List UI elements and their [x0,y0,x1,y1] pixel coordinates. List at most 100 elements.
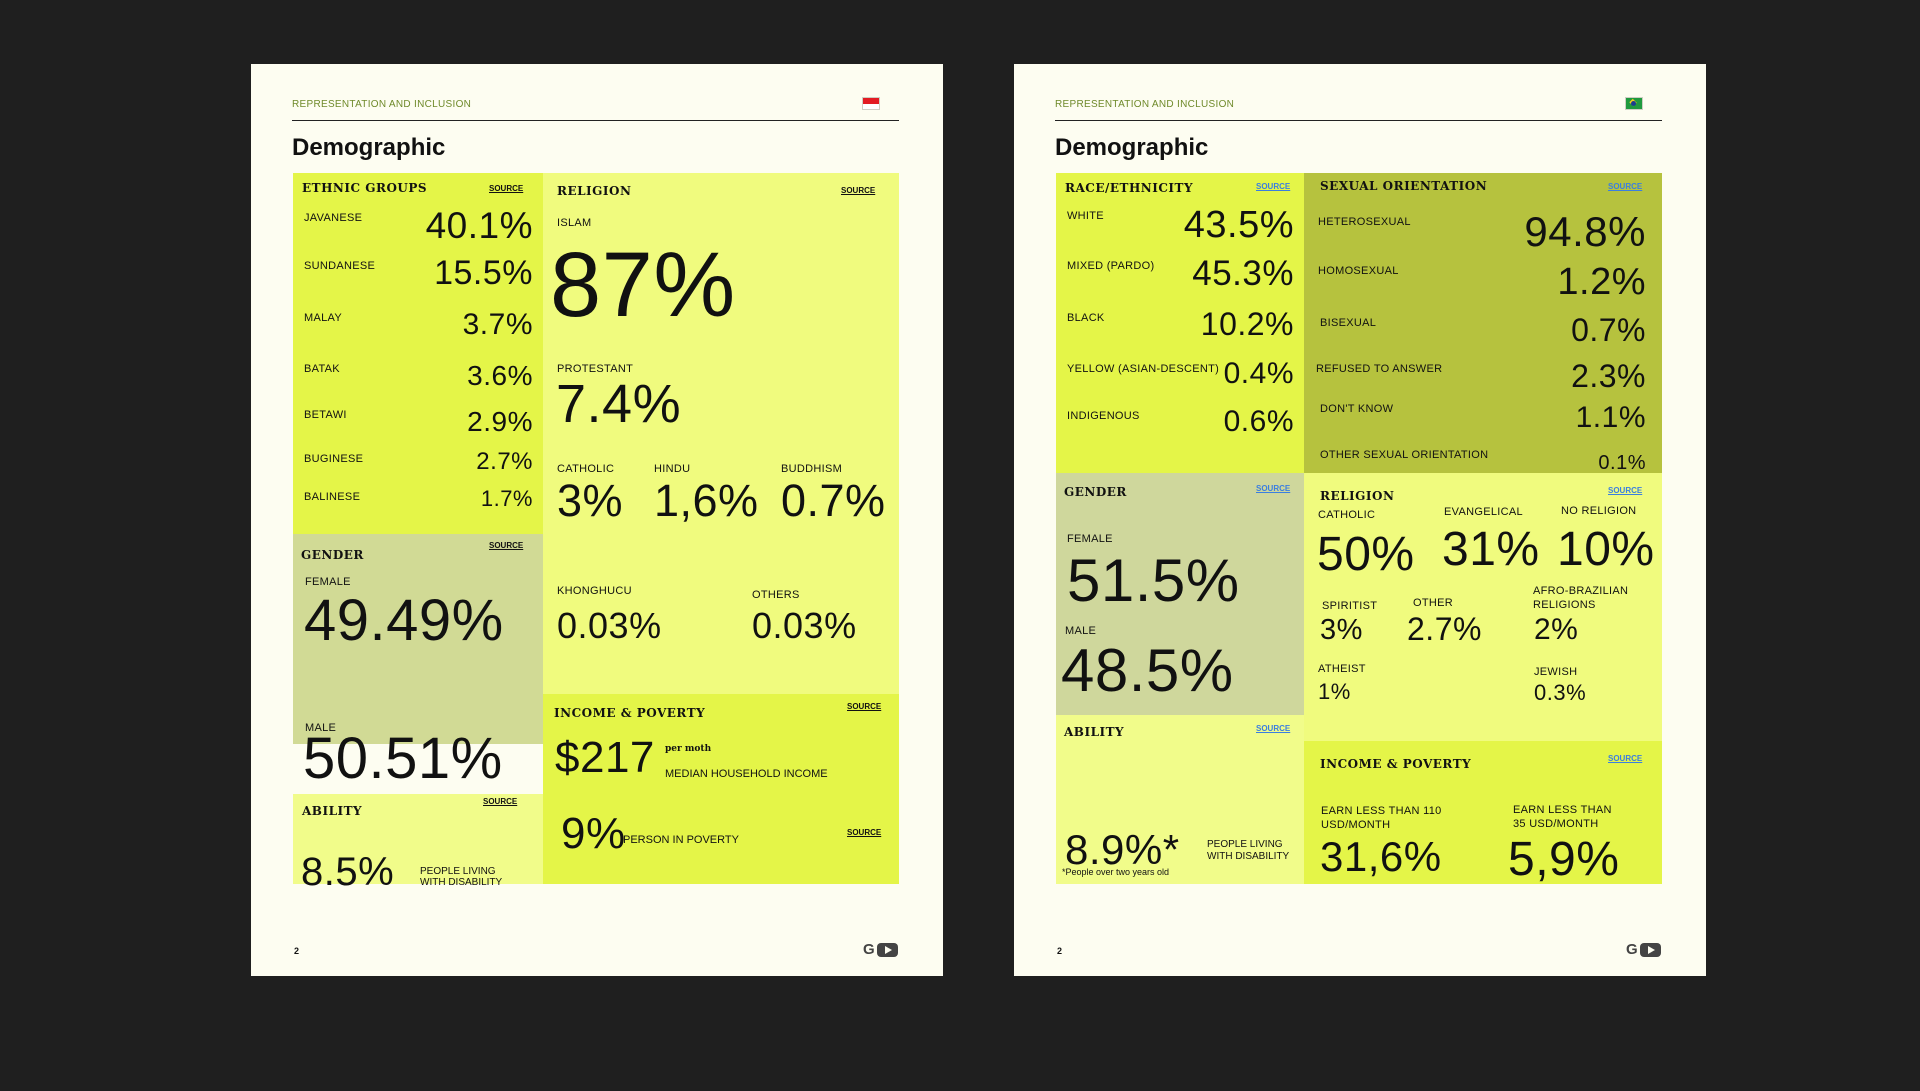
ethnic-label-malay: MALAY [304,312,342,324]
poverty-desc: PERSON IN POVERTY [623,834,739,846]
ability-footnote: *People over two years old [1062,867,1170,877]
race-value-indigenous: 0.6% [1223,405,1294,438]
religion-panel: RELIGION SOURCE CATHOLIC 50% EVANGELICAL… [1304,473,1662,741]
ethnic-value-betawi: 2.9% [467,406,533,437]
panel-title: ABILITY [1064,725,1125,739]
section-header: REPRESENTATION AND INCLUSION [292,99,472,110]
sexual-orientation-panel: SEXUAL ORIENTATION SOURCE HETEROSEXUAL 9… [1304,173,1662,473]
source-link[interactable]: SOURCE [1608,182,1643,191]
source-link[interactable]: SOURCE [1256,484,1291,493]
google-g-icon: G [863,941,875,958]
religion-label-jewish: JEWISH [1534,666,1578,678]
panel-title: SEXUAL ORIENTATION [1320,179,1488,193]
panel-title: GENDER [1064,485,1127,499]
google-g-icon: G [1626,941,1638,958]
source-link[interactable]: SOURCE [1608,754,1643,763]
brazil-flag-icon [1625,97,1643,110]
income-value-110: 31,6% [1320,833,1442,880]
youtube-icon [876,942,898,957]
ability-panel: ABILITY SOURCE 8.9%* PEOPLE LIVING WITH … [1056,715,1304,884]
poverty-value: 9% [561,809,626,858]
religion-value-khonghucu: 0.03% [557,605,662,646]
religion-value-other: 2.7% [1407,611,1482,647]
ethnic-value-batak: 3.6% [467,360,533,391]
ethnic-label-balinese: BALINESE [304,491,361,503]
ethnic-value-balinese: 1.7% [480,486,533,511]
page-indonesia: REPRESENTATION AND INCLUSION Demographic… [251,64,943,976]
source-link[interactable]: SOURCE [841,186,876,195]
gender-label-male: MALE [1065,625,1097,637]
sexual-value-heterosexual: 94.8% [1524,208,1646,255]
ability-desc-line1: PEOPLE LIVING [420,866,496,877]
source-link[interactable]: SOURCE [1256,182,1291,191]
religion-value-atheist: 1% [1318,679,1351,704]
sexual-label-refused: REFUSED TO ANSWER [1316,363,1443,375]
religion-value-hindu: 1,6% [654,475,759,526]
source-link[interactable]: SOURCE [1256,724,1291,733]
source-link[interactable]: SOURCE [847,828,882,837]
panel-title: RACE/ETHNICITY [1065,181,1194,195]
gender-label-male: MALE [305,722,337,734]
religion-label-evangelical: EVANGELICAL [1444,506,1523,518]
panel-title: INCOME & POVERTY [554,706,706,720]
source-link[interactable]: SOURCE [1608,486,1643,495]
sexual-value-bisexual: 0.7% [1571,312,1646,348]
religion-label-afro-line2: RELIGIONS [1533,599,1596,611]
religion-label-catholic: CATHOLIC [557,463,615,475]
religion-value-evangelical: 31% [1442,523,1540,576]
race-value-black: 10.2% [1200,306,1294,342]
sexual-label-homosexual: HOMOSEXUAL [1318,265,1399,277]
religion-value-jewish: 0.3% [1534,680,1587,705]
religion-label-hindu: HINDU [654,463,691,475]
source-link[interactable]: SOURCE [489,541,524,550]
gender-label-female: FEMALE [305,576,351,588]
header-rule [292,120,899,121]
religion-label-catholic: CATHOLIC [1318,509,1376,521]
gender-value-male: 48.5% [1061,637,1234,704]
religion-label-no-religion: NO RELIGION [1561,505,1637,517]
religion-label-khonghucu: KHONGHUCU [557,585,632,597]
income-label-35-line1: EARN LESS THAN [1513,804,1612,816]
panel-title: INCOME & POVERTY [1320,757,1472,771]
religion-label-other: OTHER [1413,597,1453,609]
religion-label-atheist: ATHEIST [1318,663,1366,675]
income-label-35-line2: 35 USD/MONTH [1513,818,1599,830]
income-per-month: per moth [665,744,712,754]
sexual-label-other: OTHER SEXUAL ORIENTATION [1320,449,1489,461]
gender-value-male: 50.51% [303,726,503,791]
page-title: Demographic [292,134,446,161]
ethnic-value-malay: 3.7% [462,308,533,341]
ability-value: 8.9%* [1065,826,1180,873]
race-label-mixed: MIXED (PARDO) [1067,260,1155,272]
source-link[interactable]: SOURCE [483,797,518,806]
ability-desc-line2: WITH DISABILITY [1207,851,1290,862]
ethnic-value-javanese: 40.1% [425,205,533,246]
ethnic-label-betawi: BETAWI [304,409,347,421]
race-value-white: 43.5% [1183,204,1294,246]
ethnic-groups-panel: ETHNIC GROUPS SOURCE JAVANESE 40.1% SUND… [293,173,543,534]
ability-value: 8.5% [301,850,395,894]
gender-panel: GENDER SOURCE FEMALE 51.5% MALE 48.5% [1056,473,1304,715]
religion-panel: RELIGION SOURCE ISLAM 87% PROTESTANT 7.4… [543,173,899,694]
panel-title: GENDER [301,548,364,562]
race-label-black: BLACK [1067,312,1105,324]
panel-title: RELIGION [557,184,632,198]
header-rule [1055,120,1662,121]
source-link[interactable]: SOURCE [489,184,524,193]
religion-label-afro-line1: AFRO-BRAZILIAN [1533,585,1629,597]
income-desc: MEDIAN HOUSEHOLD INCOME [665,768,828,780]
sexual-label-dont-know: DON'T KNOW [1320,403,1394,415]
religion-label-others: OTHERS [752,589,800,601]
source-link[interactable]: SOURCE [847,702,882,711]
religion-value-catholic: 3% [557,475,624,526]
ability-desc-line2: WITH DISABILITY [420,877,503,888]
income-poverty-panel: INCOME & POVERTY SOURCE EARN LESS THAN 1… [1304,741,1662,884]
religion-value-catholic: 50% [1317,528,1415,581]
income-value-35: 5,9% [1508,833,1620,886]
income-label-110-line2: USD/MONTH [1321,819,1391,831]
indonesia-flag-icon [862,97,880,110]
religion-value-no-religion: 10% [1557,523,1655,576]
sexual-value-refused: 2.3% [1571,358,1646,394]
religion-value-others: 0.03% [752,605,857,646]
gender-value-female: 51.5% [1067,547,1240,614]
